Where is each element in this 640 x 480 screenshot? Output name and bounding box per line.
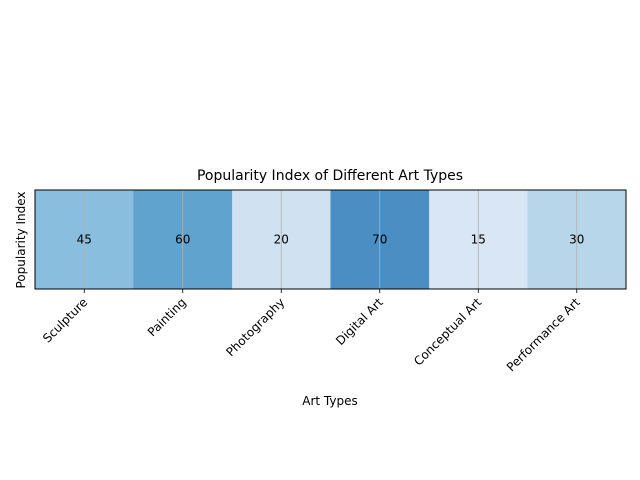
cell-value-label: 30 (569, 233, 584, 247)
grid-lines (83, 190, 578, 289)
cell-value-label: 60 (175, 233, 190, 247)
x-tick-label: Conceptual Art (411, 295, 484, 368)
x-tick-label: Digital Art (333, 295, 386, 348)
chart-title: Popularity Index of Different Art Types (197, 168, 463, 184)
cell-value-label: 15 (471, 233, 486, 247)
x-axis-label: Art Types (302, 394, 357, 408)
plot-frame (34, 189, 627, 290)
x-axis-ticks (83, 289, 578, 293)
cell-value-label: 45 (77, 233, 92, 247)
x-tick-label: Sculpture (40, 295, 90, 345)
cell-value-label: 20 (274, 233, 289, 247)
y-axis-label: Popularity Index (14, 192, 28, 289)
x-tick-label: Photography (223, 295, 287, 359)
x-axis-tick-labels: Sculpture Painting Photography Digital Art C… (40, 295, 583, 374)
heatmap-cells (35, 190, 627, 289)
x-tick-label: Painting (145, 295, 189, 339)
cell-value-label: 70 (372, 233, 387, 247)
cell-value-labels: 45 60 20 70 15 30 (77, 233, 585, 247)
x-tick-label: Performance Art (504, 295, 583, 374)
